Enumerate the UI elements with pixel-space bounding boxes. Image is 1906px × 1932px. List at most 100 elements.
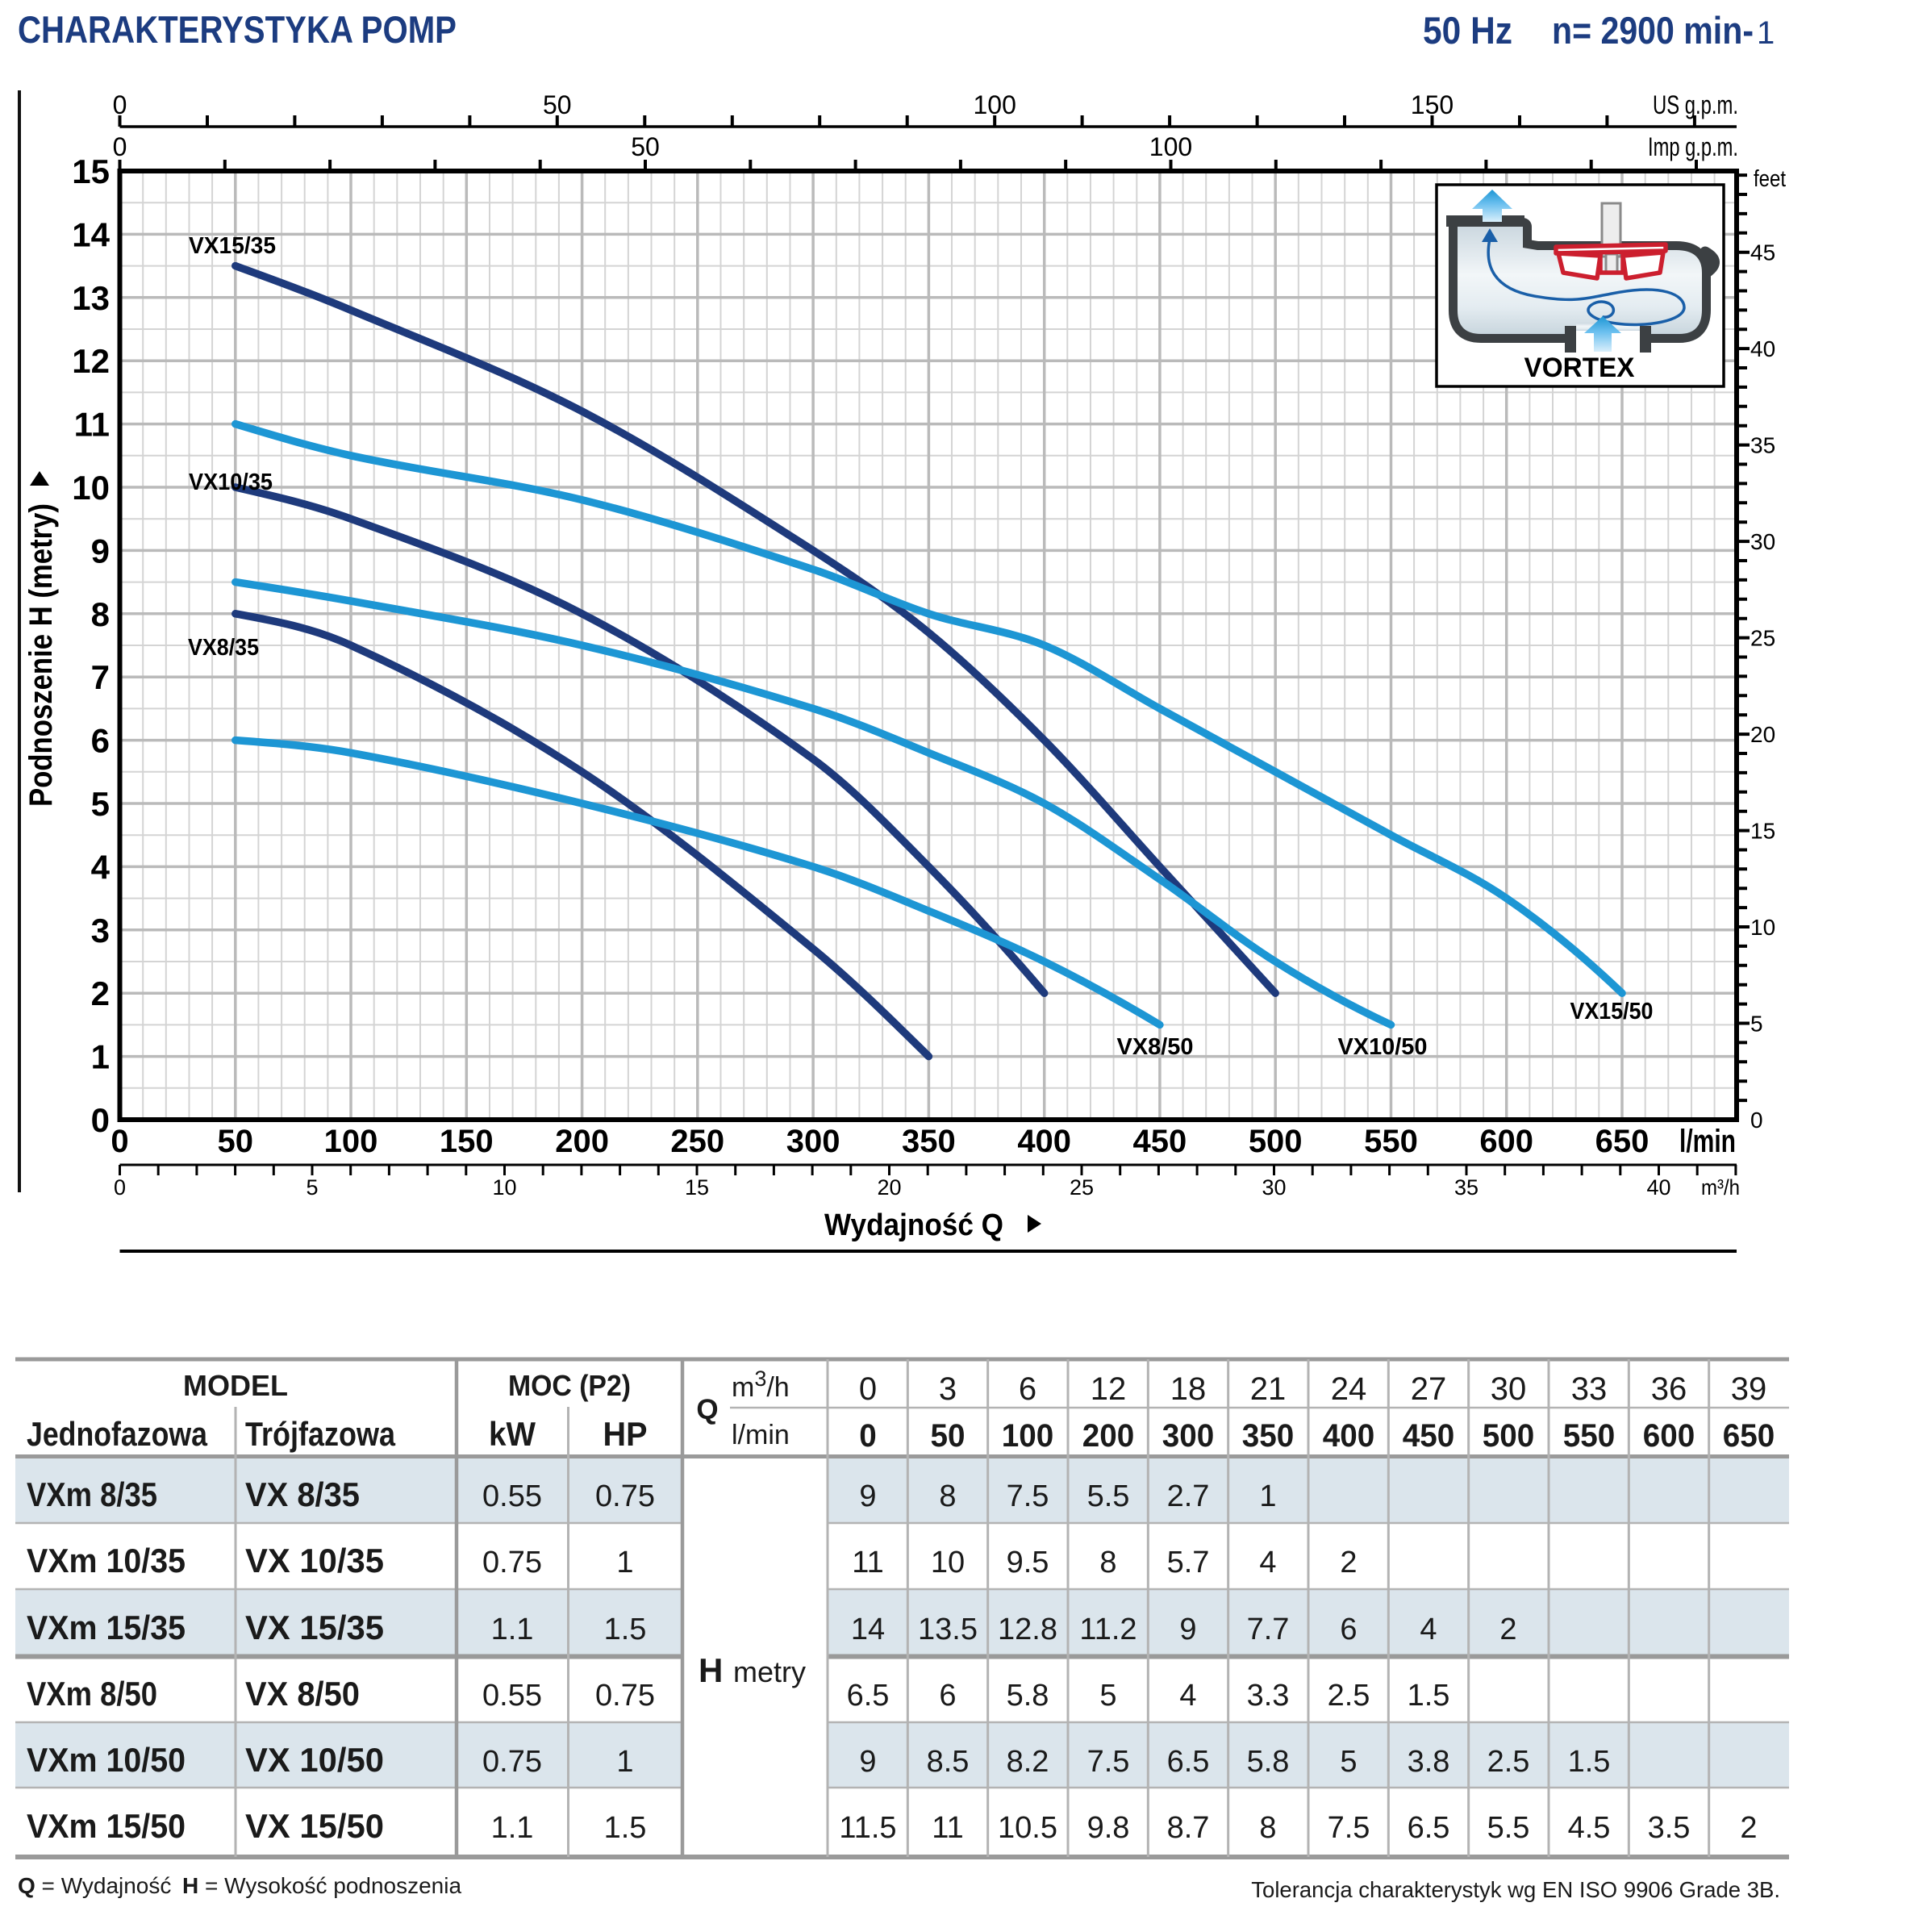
svg-text:2: 2 <box>1740 1811 1757 1845</box>
svg-text:VX10/35: VX10/35 <box>189 469 273 495</box>
svg-text:VXm 15/50: VXm 15/50 <box>27 1807 186 1845</box>
svg-text:5: 5 <box>306 1175 318 1200</box>
svg-text:2: 2 <box>1340 1546 1357 1579</box>
svg-text:150: 150 <box>1411 90 1453 119</box>
svg-text:11: 11 <box>852 1546 883 1579</box>
svg-text:7.5: 7.5 <box>1087 1745 1130 1779</box>
svg-text:200: 200 <box>555 1124 609 1159</box>
svg-text:2.7: 2.7 <box>1167 1479 1210 1513</box>
svg-text:11.2: 11.2 <box>1079 1613 1137 1646</box>
svg-text:VXm 10/50: VXm 10/50 <box>27 1741 186 1779</box>
svg-text:40: 40 <box>1750 336 1775 361</box>
svg-text:6.5: 6.5 <box>1408 1811 1450 1845</box>
svg-text:11: 11 <box>932 1811 963 1845</box>
svg-text:0.55: 0.55 <box>482 1479 542 1513</box>
svg-text:50: 50 <box>543 90 572 119</box>
svg-text:12: 12 <box>1091 1371 1127 1407</box>
svg-text:1: 1 <box>616 1546 633 1579</box>
svg-text:MODEL: MODEL <box>183 1369 288 1402</box>
svg-text:11.5: 11.5 <box>839 1811 896 1845</box>
svg-text:9: 9 <box>859 1745 876 1779</box>
svg-text:VORTEX: VORTEX <box>1524 353 1635 383</box>
svg-text:6: 6 <box>1019 1371 1036 1407</box>
svg-text:6: 6 <box>939 1679 956 1713</box>
svg-text:5.7: 5.7 <box>1167 1546 1210 1579</box>
svg-text:VX15/50: VX15/50 <box>1570 999 1654 1024</box>
svg-text:VX 8/35: VX 8/35 <box>245 1475 360 1513</box>
svg-text:5: 5 <box>1750 1012 1763 1037</box>
svg-text:VX 8/50: VX 8/50 <box>245 1675 360 1713</box>
svg-text:9.5: 9.5 <box>1007 1546 1049 1579</box>
svg-text:350: 350 <box>1242 1418 1295 1454</box>
svg-text:feet: feet <box>1754 166 1786 192</box>
svg-text:30: 30 <box>1491 1371 1527 1407</box>
svg-text:1: 1 <box>91 1038 110 1076</box>
svg-text:l/min: l/min <box>732 1420 790 1450</box>
svg-text:25: 25 <box>1070 1175 1094 1200</box>
svg-text:3: 3 <box>91 912 110 949</box>
svg-text:1.5: 1.5 <box>604 1811 647 1845</box>
svg-text:0.75: 0.75 <box>482 1745 542 1779</box>
svg-text:550: 550 <box>1364 1124 1418 1159</box>
svg-text:13: 13 <box>72 279 110 317</box>
svg-text:1.5: 1.5 <box>1408 1679 1450 1713</box>
svg-text:HP: HP <box>603 1415 648 1453</box>
svg-text:0: 0 <box>91 1101 110 1139</box>
svg-text:9: 9 <box>859 1479 876 1513</box>
svg-text:1.1: 1.1 <box>491 1811 534 1845</box>
svg-text:2: 2 <box>91 974 110 1012</box>
svg-text:metry: metry <box>733 1655 806 1688</box>
svg-text:4: 4 <box>1259 1546 1276 1579</box>
svg-text:Tolerancja charakterystyk wg E: Tolerancja charakterystyk wg EN ISO 9906… <box>1251 1877 1780 1902</box>
svg-text:550: 550 <box>1563 1418 1616 1454</box>
svg-text:10: 10 <box>1750 915 1775 940</box>
svg-text:8.5: 8.5 <box>927 1745 970 1779</box>
svg-text:35: 35 <box>1454 1175 1479 1200</box>
svg-text:5.5: 5.5 <box>1487 1811 1530 1845</box>
svg-text:2.5: 2.5 <box>1328 1679 1370 1713</box>
svg-text:MOC (P2): MOC (P2) <box>508 1369 631 1402</box>
svg-text:450: 450 <box>1133 1124 1187 1159</box>
svg-text:8: 8 <box>1259 1811 1276 1845</box>
svg-text:50: 50 <box>218 1124 254 1159</box>
svg-text:250: 250 <box>670 1124 724 1159</box>
svg-text:9: 9 <box>91 532 110 570</box>
svg-text:5.8: 5.8 <box>1007 1679 1049 1713</box>
svg-text:300: 300 <box>1162 1418 1215 1454</box>
svg-text:1: 1 <box>1757 15 1775 51</box>
svg-text:3.8: 3.8 <box>1408 1745 1450 1779</box>
svg-text:8.7: 8.7 <box>1167 1811 1210 1845</box>
svg-text:27: 27 <box>1411 1371 1447 1407</box>
svg-text:VX8/50: VX8/50 <box>1117 1034 1194 1060</box>
svg-text:9.8: 9.8 <box>1087 1811 1130 1845</box>
svg-text:39: 39 <box>1731 1371 1767 1407</box>
svg-text:30: 30 <box>1750 529 1775 554</box>
svg-text:33: 33 <box>1571 1371 1608 1407</box>
svg-text:100: 100 <box>1149 132 1192 161</box>
svg-text:500: 500 <box>1249 1124 1303 1159</box>
svg-text:Imp g.p.m.: Imp g.p.m. <box>1648 132 1738 161</box>
svg-text:20: 20 <box>1750 722 1775 747</box>
svg-text:Q: Q <box>696 1394 718 1425</box>
svg-text:10: 10 <box>72 469 110 507</box>
svg-text:m³/h: m³/h <box>1701 1175 1740 1200</box>
svg-text:8: 8 <box>939 1479 956 1513</box>
svg-text:500: 500 <box>1483 1418 1535 1454</box>
svg-text:0: 0 <box>859 1418 877 1454</box>
svg-text:15: 15 <box>1750 819 1775 844</box>
svg-text:7.7: 7.7 <box>1247 1613 1290 1646</box>
svg-text:100: 100 <box>324 1124 378 1159</box>
svg-text:50 Hz: 50 Hz <box>1423 9 1512 52</box>
svg-text:4.5: 4.5 <box>1568 1811 1611 1845</box>
svg-text:5: 5 <box>91 785 110 823</box>
svg-text:H: H <box>699 1651 723 1689</box>
svg-text:7.5: 7.5 <box>1007 1479 1049 1513</box>
svg-text:10.5: 10.5 <box>998 1811 1057 1845</box>
svg-text:650: 650 <box>1723 1418 1775 1454</box>
svg-text:600: 600 <box>1643 1418 1695 1454</box>
svg-text:15: 15 <box>72 152 110 190</box>
svg-text:2.5: 2.5 <box>1487 1745 1530 1779</box>
svg-text:4: 4 <box>1179 1679 1196 1713</box>
svg-text:Jednofazowa: Jednofazowa <box>27 1415 208 1453</box>
